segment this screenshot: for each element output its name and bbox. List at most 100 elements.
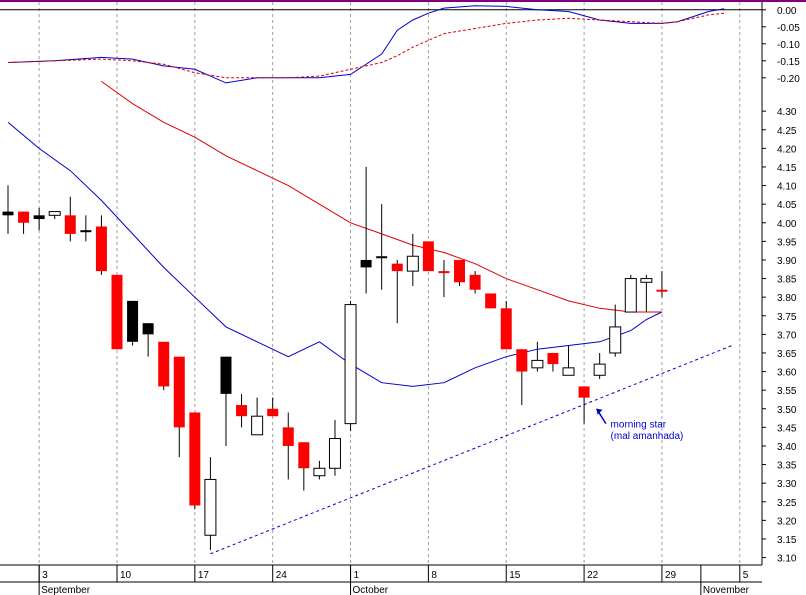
candle-body-18	[282, 427, 294, 446]
price-tick-label-4: 4.10	[777, 182, 797, 193]
candle-body-37	[578, 386, 590, 398]
price-tick-label-12: 3.70	[777, 330, 797, 341]
indicator-tick-label-1: -0.05	[777, 23, 800, 34]
candle-body-35	[547, 352, 559, 365]
indicator-line-1	[7, 12, 725, 79]
candle-31	[485, 293, 497, 309]
candle-26	[406, 233, 419, 286]
x-tick-label-4: 1	[354, 570, 360, 581]
annotation-arrow-head	[596, 408, 603, 415]
candle-27	[422, 241, 434, 272]
candle-25	[391, 259, 403, 324]
annotations: morning star(mal amanhada)	[595, 408, 684, 442]
price-tick-label-5: 4.05	[777, 200, 797, 211]
candle-19	[298, 442, 310, 491]
x-tick-label-1: 10	[120, 570, 132, 581]
annotation-text-0: morning star	[611, 420, 667, 431]
candle-22	[344, 300, 357, 432]
candle-body-29	[454, 259, 466, 283]
candle-35	[547, 352, 559, 372]
price-tick-label-14: 3.60	[777, 368, 797, 379]
x-tick-label-5: 8	[431, 570, 437, 581]
candle-21	[328, 419, 341, 476]
candle-12	[189, 412, 201, 510]
candle-body-28	[438, 271, 450, 274]
candle-body-12	[189, 412, 201, 506]
candle-body-3	[48, 211, 61, 216]
candle-body-25	[391, 263, 403, 272]
candle-41	[640, 274, 653, 313]
candle-body-32	[500, 308, 512, 350]
x-tick-label-9: 5	[743, 570, 749, 581]
month-label-0: September	[41, 585, 91, 595]
candle-10	[158, 341, 170, 391]
candle-body-34	[531, 359, 544, 369]
candle-body-22	[344, 304, 357, 425]
candle-body-14	[220, 356, 232, 394]
candle-18	[282, 412, 294, 480]
x-tick-label-8: 29	[665, 570, 677, 581]
candle-body-38	[593, 363, 606, 376]
support-trendline	[210, 345, 733, 555]
candle-body-5	[80, 230, 92, 233]
candle-body-40	[624, 278, 637, 313]
candle-5	[80, 215, 92, 242]
x-tick-label-3: 24	[276, 570, 288, 581]
price-tick-label-18: 3.40	[777, 442, 797, 453]
candle-body-13	[204, 478, 217, 536]
candle-32	[500, 300, 512, 350]
price-tick-label-19: 3.35	[777, 461, 797, 472]
annotation-text-1: (mal amanhada)	[611, 431, 684, 442]
candle-body-26	[406, 255, 419, 272]
candle-15	[236, 393, 248, 428]
indicator-line-0	[7, 5, 725, 84]
candle-body-17	[267, 408, 279, 417]
price-tick-label-16: 3.50	[777, 405, 797, 416]
price-tick-label-20: 3.30	[777, 479, 797, 490]
price-tick-label-24: 3.10	[777, 554, 797, 565]
candle-body-16	[251, 415, 264, 436]
candle-37	[578, 386, 590, 424]
candle-40	[624, 274, 637, 313]
price-tick-label-13: 3.65	[777, 349, 797, 360]
candle-4	[64, 196, 76, 242]
candle-body-21	[328, 438, 341, 469]
candle-body-1	[18, 211, 30, 223]
candle-2	[33, 207, 45, 231]
candle-body-0	[2, 211, 14, 216]
indicator-tick-label-0: 0.00	[777, 6, 797, 17]
candle-body-24	[376, 256, 388, 259]
candle-42	[656, 271, 668, 298]
price-tick-label-0: 4.30	[777, 107, 797, 118]
indicator-tick-label-3: -0.15	[777, 57, 800, 68]
candle-17	[267, 397, 279, 417]
candle-body-27	[422, 241, 434, 272]
price-panel	[2, 80, 733, 555]
candle-body-42	[656, 289, 668, 292]
candle-3	[48, 211, 61, 220]
candle-13	[204, 457, 217, 551]
candle-36	[562, 345, 575, 376]
price-tick-label-22: 3.20	[777, 516, 797, 527]
candle-28	[438, 259, 450, 298]
candle-body-9	[142, 323, 154, 335]
price-tick-label-11: 3.75	[777, 312, 797, 323]
indicator-tick-label-4: -0.20	[777, 74, 800, 85]
candle-body-41	[640, 278, 653, 283]
price-tick-label-15: 3.55	[777, 386, 797, 397]
price-tick-label-2: 4.20	[777, 144, 797, 155]
x-tick-label-7: 22	[587, 570, 599, 581]
candle-body-39	[609, 326, 622, 354]
candle-23	[360, 166, 372, 294]
candle-9	[142, 323, 154, 357]
price-tick-label-21: 3.25	[777, 498, 797, 509]
candle-body-19	[298, 442, 310, 469]
price-tick-label-8: 3.90	[777, 256, 797, 267]
x-tick-label-2: 17	[198, 570, 210, 581]
candle-body-15	[236, 405, 248, 417]
candle-body-10	[158, 341, 170, 387]
candle-body-11	[173, 356, 185, 428]
